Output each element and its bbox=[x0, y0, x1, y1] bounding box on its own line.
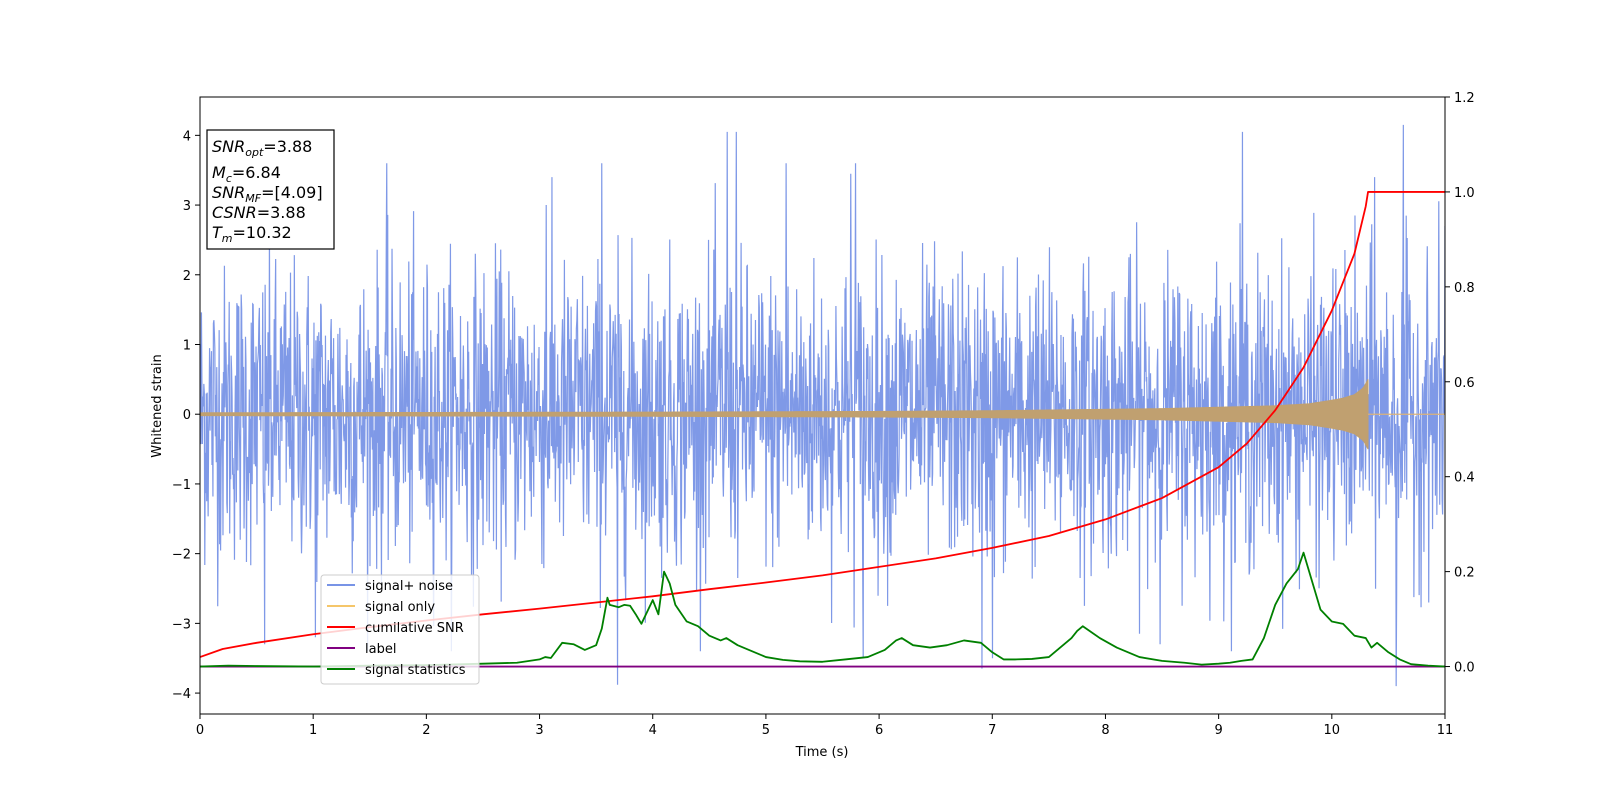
y-left-tick-label: 0 bbox=[183, 408, 191, 423]
x-tick-label: 8 bbox=[1101, 723, 1109, 738]
x-tick-label: 11 bbox=[1437, 723, 1454, 738]
y-right-tick-label: 0.0 bbox=[1454, 661, 1475, 676]
x-tick-label: 0 bbox=[196, 723, 204, 738]
legend-label-label: label bbox=[365, 642, 396, 657]
legend-label-signal-statistics: signal statistics bbox=[365, 663, 466, 678]
y-left-tick-label: −2 bbox=[172, 548, 191, 563]
y-right-tick-label: 0.2 bbox=[1454, 566, 1475, 581]
x-tick-label: 5 bbox=[762, 723, 770, 738]
y-left-tick-label: −3 bbox=[172, 617, 191, 632]
x-tick-label: 9 bbox=[1214, 723, 1222, 738]
x-tick-label: 6 bbox=[875, 723, 883, 738]
y-right-tick-label: 1.2 bbox=[1454, 91, 1475, 106]
y-left-tick-label: 4 bbox=[183, 129, 191, 144]
x-axis-label: Time (s) bbox=[795, 745, 849, 760]
info-box: SNRopt=3.88 Mc=6.84 SNRMF=[4.09] CSNR=3.… bbox=[206, 129, 335, 250]
y-left-tick-label: 1 bbox=[183, 338, 191, 353]
y-right-tick-label: 0.4 bbox=[1454, 471, 1475, 486]
info-snr-opt: SNRopt=3.88 bbox=[212, 137, 312, 159]
x-tick-label: 4 bbox=[649, 723, 657, 738]
x-tick-label: 10 bbox=[1324, 723, 1341, 738]
plot-frame bbox=[199, 96, 1446, 715]
y-left-tick-label: 2 bbox=[183, 269, 191, 284]
ticks-layer: 0 1 2 3 4 5 6 7 8 9 10 11 −4 −3 −2 −1 0 1 2 3 4 0.0 0.2 0.4 0.6 0… bbox=[172, 91, 1475, 738]
legend-label-cumulative-snr: cumilative SNR bbox=[365, 621, 464, 636]
y-left-tick-label: −1 bbox=[172, 478, 191, 493]
info-tm: Tm=10.32 bbox=[212, 223, 292, 245]
y-right-tick-label: 0.8 bbox=[1454, 281, 1475, 296]
legend: signal+ noise signal only cumilative SNR… bbox=[320, 574, 480, 685]
legend-label-signal-noise: signal+ noise bbox=[365, 579, 453, 594]
legend-label-signal-only: signal only bbox=[365, 600, 435, 615]
x-tick-label: 7 bbox=[988, 723, 996, 738]
y-axis-label: Whitened strain bbox=[150, 354, 165, 457]
series-signal-statistics bbox=[200, 551, 1445, 668]
y-left-tick-label: 3 bbox=[183, 199, 191, 214]
y-right-tick-label: 1.0 bbox=[1454, 186, 1475, 201]
series-signal-only bbox=[200, 379, 1369, 450]
series-signal-noise bbox=[200, 124, 1445, 687]
info-snr-mf: SNRMF=[4.09] bbox=[212, 183, 323, 205]
x-tick-label: 3 bbox=[535, 723, 543, 738]
x-tick-label: 1 bbox=[309, 723, 317, 738]
x-tick-label: 2 bbox=[422, 723, 430, 738]
info-csnr: CSNR=3.88 bbox=[212, 203, 306, 222]
y-right-tick-label: 0.6 bbox=[1454, 376, 1475, 391]
info-chirp-mass: Mc=6.84 bbox=[212, 163, 281, 185]
y-left-tick-label: −4 bbox=[172, 687, 191, 702]
